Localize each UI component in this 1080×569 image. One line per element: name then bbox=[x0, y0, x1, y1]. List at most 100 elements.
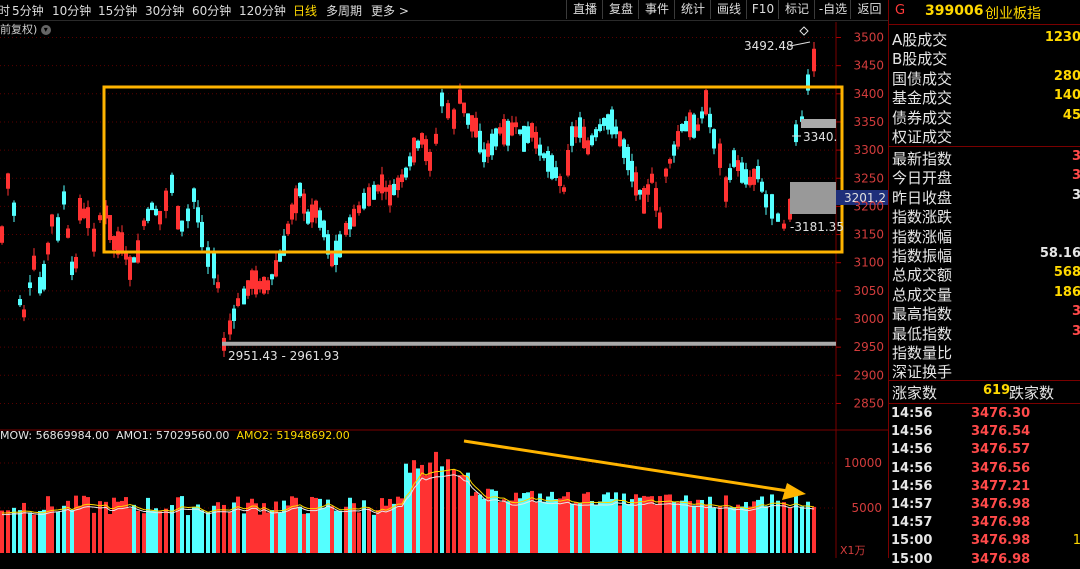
period-tab-30min[interactable]: 30分钟 bbox=[145, 4, 185, 18]
divider bbox=[889, 403, 1080, 404]
candle-body bbox=[128, 256, 132, 280]
volume-bar bbox=[128, 508, 132, 553]
index-stat-row-label: 指数振幅 bbox=[892, 247, 953, 265]
fuquan-label: 前复权 bbox=[0, 23, 33, 36]
period-tab-more[interactable]: 更多 > bbox=[371, 4, 409, 18]
volume-bar bbox=[86, 497, 90, 553]
candle-body bbox=[458, 89, 462, 104]
tick-price: 3476.98 bbox=[971, 551, 1031, 567]
remove-watchlist-button[interactable]: -自选 bbox=[814, 0, 851, 19]
volume-bar bbox=[112, 497, 116, 553]
candle-body bbox=[62, 191, 66, 205]
candle-body bbox=[86, 207, 90, 229]
volume-bar bbox=[306, 513, 310, 553]
volume-bar bbox=[176, 497, 180, 553]
stat-row: B股成交 bbox=[889, 48, 1080, 69]
stat-row-label: 国债成交 bbox=[892, 69, 953, 88]
candle-body bbox=[806, 74, 810, 91]
period-tab-fenshi[interactable]: 分时 bbox=[0, 4, 11, 18]
candle-body bbox=[534, 131, 538, 149]
tick-price: 3476.57 bbox=[971, 442, 1031, 458]
replay-button[interactable]: 复盘 bbox=[602, 0, 639, 19]
stats-button[interactable]: 统计 bbox=[674, 0, 711, 19]
index-stat-row: 深证换手 bbox=[889, 361, 1080, 381]
candle-body bbox=[282, 235, 286, 256]
candle-body bbox=[12, 202, 16, 216]
candle-body bbox=[302, 193, 306, 214]
index-stat-row: 总成交量 186 bbox=[889, 284, 1080, 304]
stat-row-label: B股成交 bbox=[892, 50, 948, 69]
index-stat-row-label: 昨日收盘 bbox=[892, 188, 953, 207]
volume-bar bbox=[570, 503, 574, 553]
volume-bar bbox=[258, 514, 262, 553]
volume-bar bbox=[696, 499, 700, 553]
candle-body bbox=[634, 172, 638, 196]
fuquan-selector[interactable]: 前复权) ▾ bbox=[0, 21, 51, 37]
candle-body bbox=[626, 146, 630, 171]
candle-body bbox=[78, 197, 82, 221]
period-tab-60min[interactable]: 60分钟 bbox=[192, 4, 232, 18]
period-tab-10min[interactable]: 10分钟 bbox=[52, 4, 92, 18]
tick-row: 14:56 3476.57 bbox=[889, 441, 1080, 459]
volume-bar bbox=[664, 494, 668, 553]
candle-body bbox=[176, 205, 180, 230]
stat-row-label: 债券成交 bbox=[892, 108, 953, 127]
stat-row-label: 权证成交 bbox=[892, 128, 953, 146]
volume-bar bbox=[32, 514, 36, 553]
candle-body bbox=[688, 112, 692, 138]
events-button[interactable]: 事件 bbox=[638, 0, 675, 19]
period-tab-120min[interactable]: 120分钟 bbox=[239, 4, 286, 18]
index-stat-row: 指数涨幅 bbox=[889, 226, 1080, 246]
volume-bar bbox=[732, 507, 736, 553]
volume-bar bbox=[622, 493, 626, 553]
tick-time: 14:56 bbox=[891, 478, 933, 494]
candle-body bbox=[206, 247, 210, 267]
volume-bar bbox=[286, 505, 290, 553]
mark-button[interactable]: 标记 bbox=[778, 0, 815, 19]
index-stat-row: 今日开盘 3 bbox=[889, 167, 1080, 187]
period-tab-15min[interactable]: 15分钟 bbox=[98, 4, 138, 18]
candle-body bbox=[164, 190, 168, 211]
volume-bar bbox=[466, 472, 470, 553]
candle-body bbox=[412, 137, 416, 163]
volume-bar bbox=[708, 496, 712, 553]
draw-line-button[interactable]: 画线 bbox=[710, 0, 747, 19]
volume-bar bbox=[542, 501, 546, 553]
candle-body bbox=[610, 109, 614, 135]
stat-row-label: 基金成交 bbox=[892, 89, 953, 108]
candle-body bbox=[684, 121, 688, 132]
volume-bar bbox=[610, 498, 614, 553]
period-tab-daily[interactable]: 日线 bbox=[293, 4, 318, 18]
volume-bar bbox=[668, 494, 672, 553]
volume-bar bbox=[630, 499, 634, 553]
candle-body bbox=[748, 176, 752, 186]
live-button[interactable]: 直播 bbox=[566, 0, 603, 19]
tick-price: 3476.56 bbox=[971, 460, 1031, 476]
volume-bar bbox=[748, 506, 752, 553]
candle-body bbox=[490, 133, 494, 156]
candle-body bbox=[462, 102, 466, 114]
volume-bar bbox=[104, 501, 108, 553]
index-stat-row: 最高指数 3 bbox=[889, 303, 1080, 323]
volume-bar bbox=[800, 506, 804, 553]
back-button[interactable]: 返回 bbox=[850, 0, 888, 19]
volume-bar bbox=[357, 512, 361, 553]
volume-bar bbox=[538, 493, 542, 553]
candle-body bbox=[794, 124, 798, 143]
volume-unit-label: X1万 bbox=[840, 544, 866, 557]
candle-body bbox=[74, 256, 78, 269]
breadth-row: 涨家数 619 跌家数 bbox=[889, 382, 1080, 402]
period-tab-multi[interactable]: 多周期 bbox=[326, 4, 363, 18]
candle-body bbox=[278, 252, 282, 262]
f10-button[interactable]: F10 bbox=[746, 0, 779, 19]
volume-bar bbox=[186, 515, 190, 553]
volume-bar bbox=[344, 506, 348, 553]
arrow-head-icon bbox=[782, 483, 806, 500]
period-tab-5min[interactable]: 5分钟 bbox=[12, 4, 44, 18]
volume-bar bbox=[388, 498, 392, 553]
tick-row: 14:56 3476.54 bbox=[889, 423, 1080, 441]
volume-bar bbox=[546, 496, 550, 553]
stat-row: 基金成交 140 bbox=[889, 87, 1080, 108]
candle-body bbox=[510, 122, 514, 136]
volume-bar bbox=[322, 507, 326, 553]
